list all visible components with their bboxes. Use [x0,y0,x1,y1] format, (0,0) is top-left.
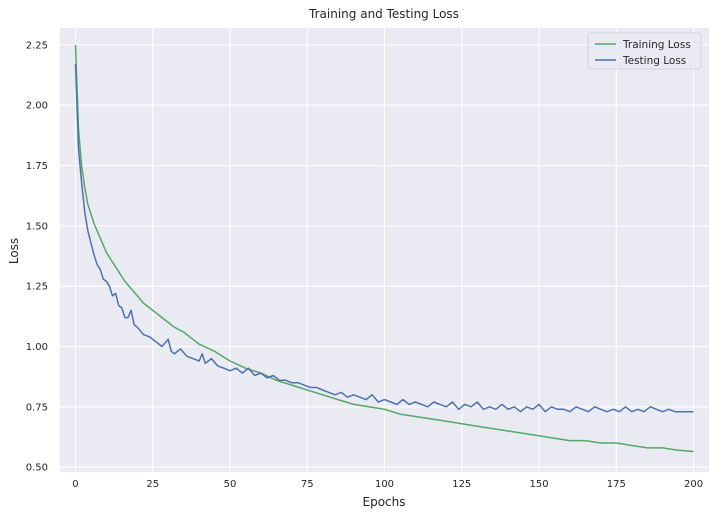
legend-box [587,32,702,70]
x-tick-label: 25 [146,479,159,490]
x-tick-label: 150 [529,479,548,490]
x-tick-label: 50 [224,479,237,490]
y-tick-label: 1.25 [26,282,48,293]
x-tick-labels: 0 25 50 75 100 125 150 175 200 [72,479,703,490]
y-tick-labels: 0.50 0.75 1.00 1.25 1.50 1.75 2.00 2.25 [26,40,48,473]
y-tick-label: 1.75 [26,161,48,172]
x-tick-label: 125 [452,479,471,490]
legend: Training Loss Testing Loss [587,32,702,70]
x-tick-label: 75 [301,479,314,490]
x-tick-label: 175 [607,479,626,490]
training-loss-legend-label: Training Loss [622,39,691,51]
y-tick-label: 2.00 [26,101,48,112]
testing-loss-legend-label: Testing Loss [622,55,686,67]
y-tick-label: 0.50 [26,463,48,474]
x-tick-label: 0 [72,479,78,490]
x-tick-label: 200 [684,479,703,490]
y-tick-label: 1.50 [26,221,48,232]
grid-lines [60,28,709,472]
x-tick-label: 100 [375,479,394,490]
chart-title: Training and Testing Loss [308,7,459,21]
testing-loss-line [74,64,694,413]
y-tick-label: 1.00 [26,342,48,353]
y-tick-label: 0.75 [26,402,48,413]
y-tick-label: 2.25 [26,40,48,51]
x-axis-label: Epochs [363,495,406,509]
y-axis-label: Loss [7,238,21,264]
series-layer [74,44,694,453]
